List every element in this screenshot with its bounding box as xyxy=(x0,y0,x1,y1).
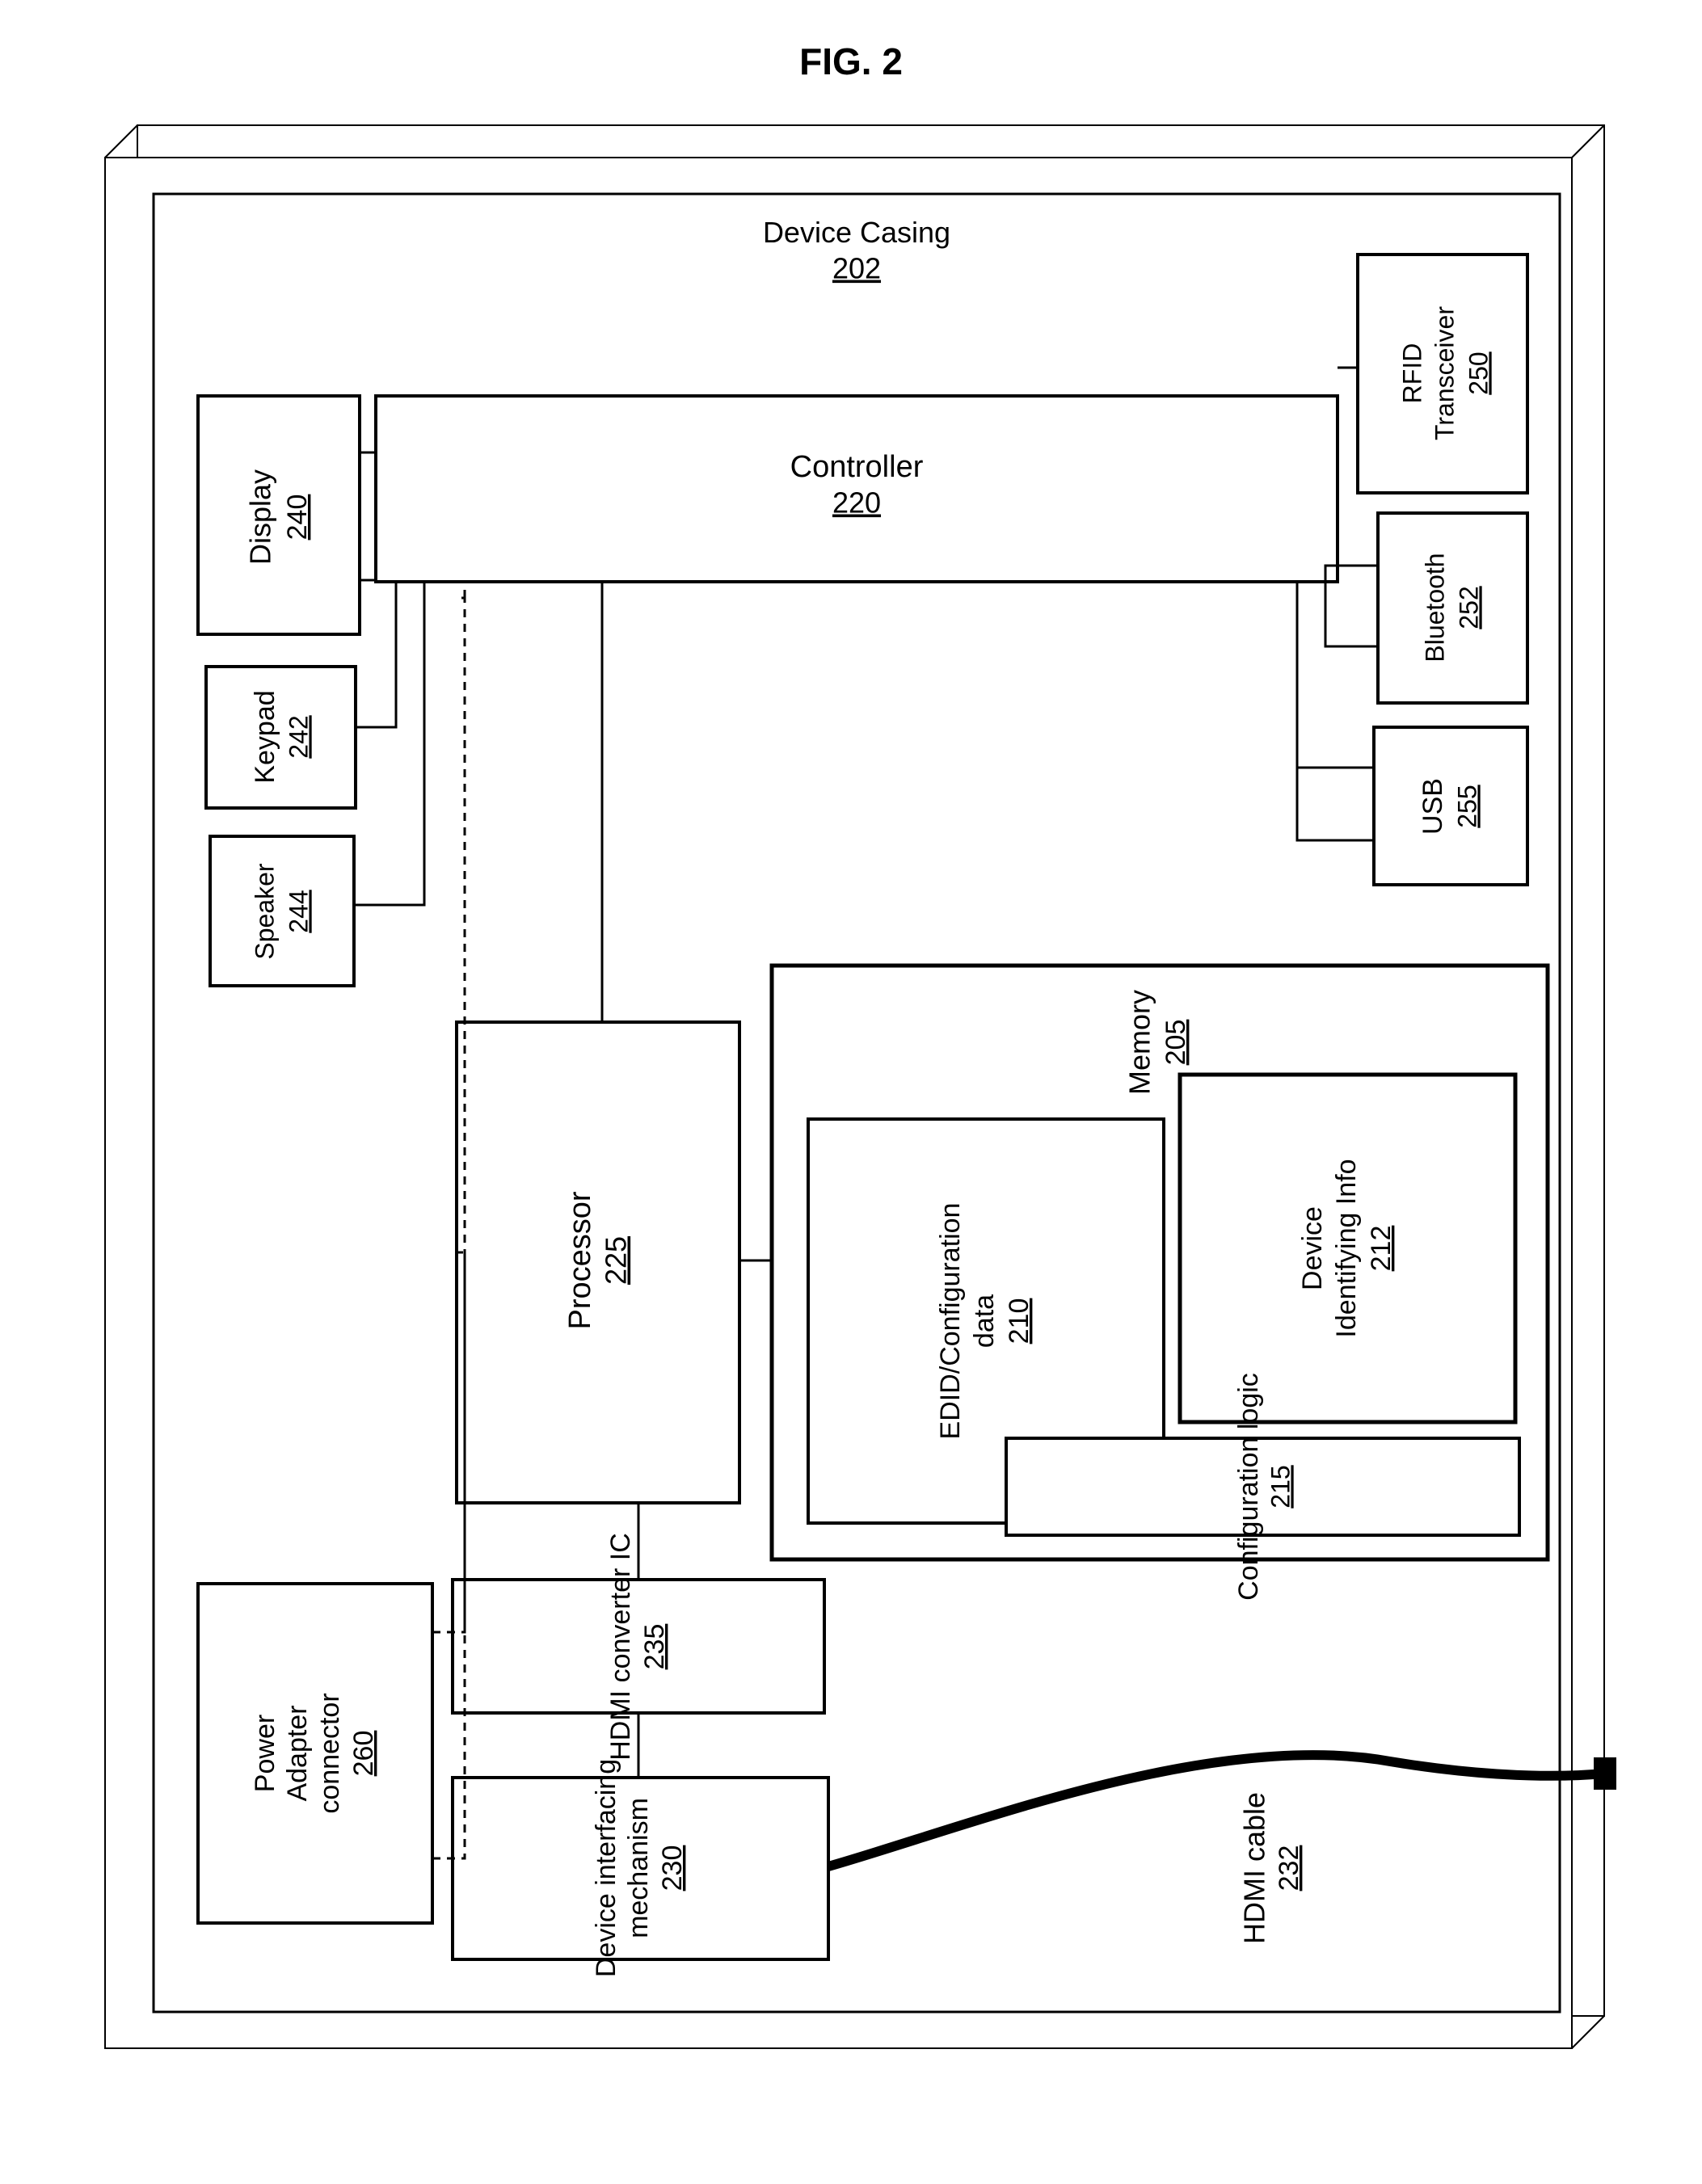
processor-block: Processor 225 xyxy=(457,1022,739,1503)
edid-num: 210 xyxy=(1004,1298,1034,1344)
bluetooth-block: Bluetooth 252 xyxy=(1378,513,1527,703)
processor-num: 225 xyxy=(600,1236,633,1285)
usb-num: 255 xyxy=(1452,785,1481,827)
controller-block: Controller 220 xyxy=(376,396,1338,582)
power-label-1: Power xyxy=(250,1715,280,1792)
usb-label: USB xyxy=(1418,778,1448,835)
processor-label: Processor xyxy=(563,1191,597,1329)
device-casing-label-h: Device Casing xyxy=(763,216,950,249)
rfid-num: 250 xyxy=(1464,351,1493,394)
device-casing-num: 202 xyxy=(832,252,881,285)
keypad-block: Keypad 242 xyxy=(206,667,356,808)
configlogic-label: Configuration logic xyxy=(1233,1373,1264,1601)
devinfo-num: 212 xyxy=(1366,1226,1397,1272)
speaker-block: Speaker 244 xyxy=(210,836,354,986)
rfid-label-line1: RFID xyxy=(1397,343,1426,404)
keypad-label: Keypad xyxy=(250,690,280,783)
configlogic-num: 215 xyxy=(1266,1465,1295,1508)
controller-label: Controller xyxy=(790,450,924,484)
devinfo-block: Device Identifying Info 212 xyxy=(1180,1075,1515,1422)
hdmi-cable-num: 232 xyxy=(1274,1845,1304,1892)
speaker-num: 244 xyxy=(284,890,313,932)
memory-num: 205 xyxy=(1161,1020,1191,1066)
controller-num: 220 xyxy=(832,486,881,520)
dim-block: Device interfacing mechanism 230 xyxy=(453,1759,828,1977)
power-num: 260 xyxy=(348,1731,379,1777)
speaker-label: Speaker xyxy=(250,863,279,960)
devinfo-label-2: Identifying Info xyxy=(1331,1159,1362,1337)
power-label-2: Adapter xyxy=(282,1705,313,1801)
hdmiic-label: HDMI converter IC xyxy=(605,1533,636,1761)
edid-label-1: EDID/Configuration xyxy=(935,1203,966,1440)
dim-num: 230 xyxy=(657,1845,688,1892)
rfid-block: RFID Transceiver 250 xyxy=(1358,255,1527,493)
hdmiic-num: 235 xyxy=(639,1624,670,1670)
figure-title: FIG. 2 xyxy=(799,40,903,82)
hdmi-cable-label: HDMI cable xyxy=(1238,1792,1271,1944)
power-block: Power Adapter connector 260 xyxy=(198,1584,432,1923)
power-label-3: connector xyxy=(314,1693,345,1813)
display-label: Display xyxy=(244,469,277,565)
keypad-num: 242 xyxy=(284,715,313,758)
memory-label-text: Memory xyxy=(1123,990,1156,1095)
usb-block: USB 255 xyxy=(1374,727,1527,885)
display-num: 240 xyxy=(282,494,313,541)
rfid-label-line2: Transceiver xyxy=(1430,306,1459,440)
edid-label-2: data xyxy=(969,1294,1000,1348)
dim-label-1: Device interfacing xyxy=(591,1759,621,1977)
dim-label-2: mechanism xyxy=(623,1798,654,1938)
devinfo-label-1: Device xyxy=(1297,1206,1328,1290)
bluetooth-num: 252 xyxy=(1454,586,1483,629)
display-block: Display 240 xyxy=(198,396,360,634)
bluetooth-label: Bluetooth xyxy=(1420,553,1449,662)
